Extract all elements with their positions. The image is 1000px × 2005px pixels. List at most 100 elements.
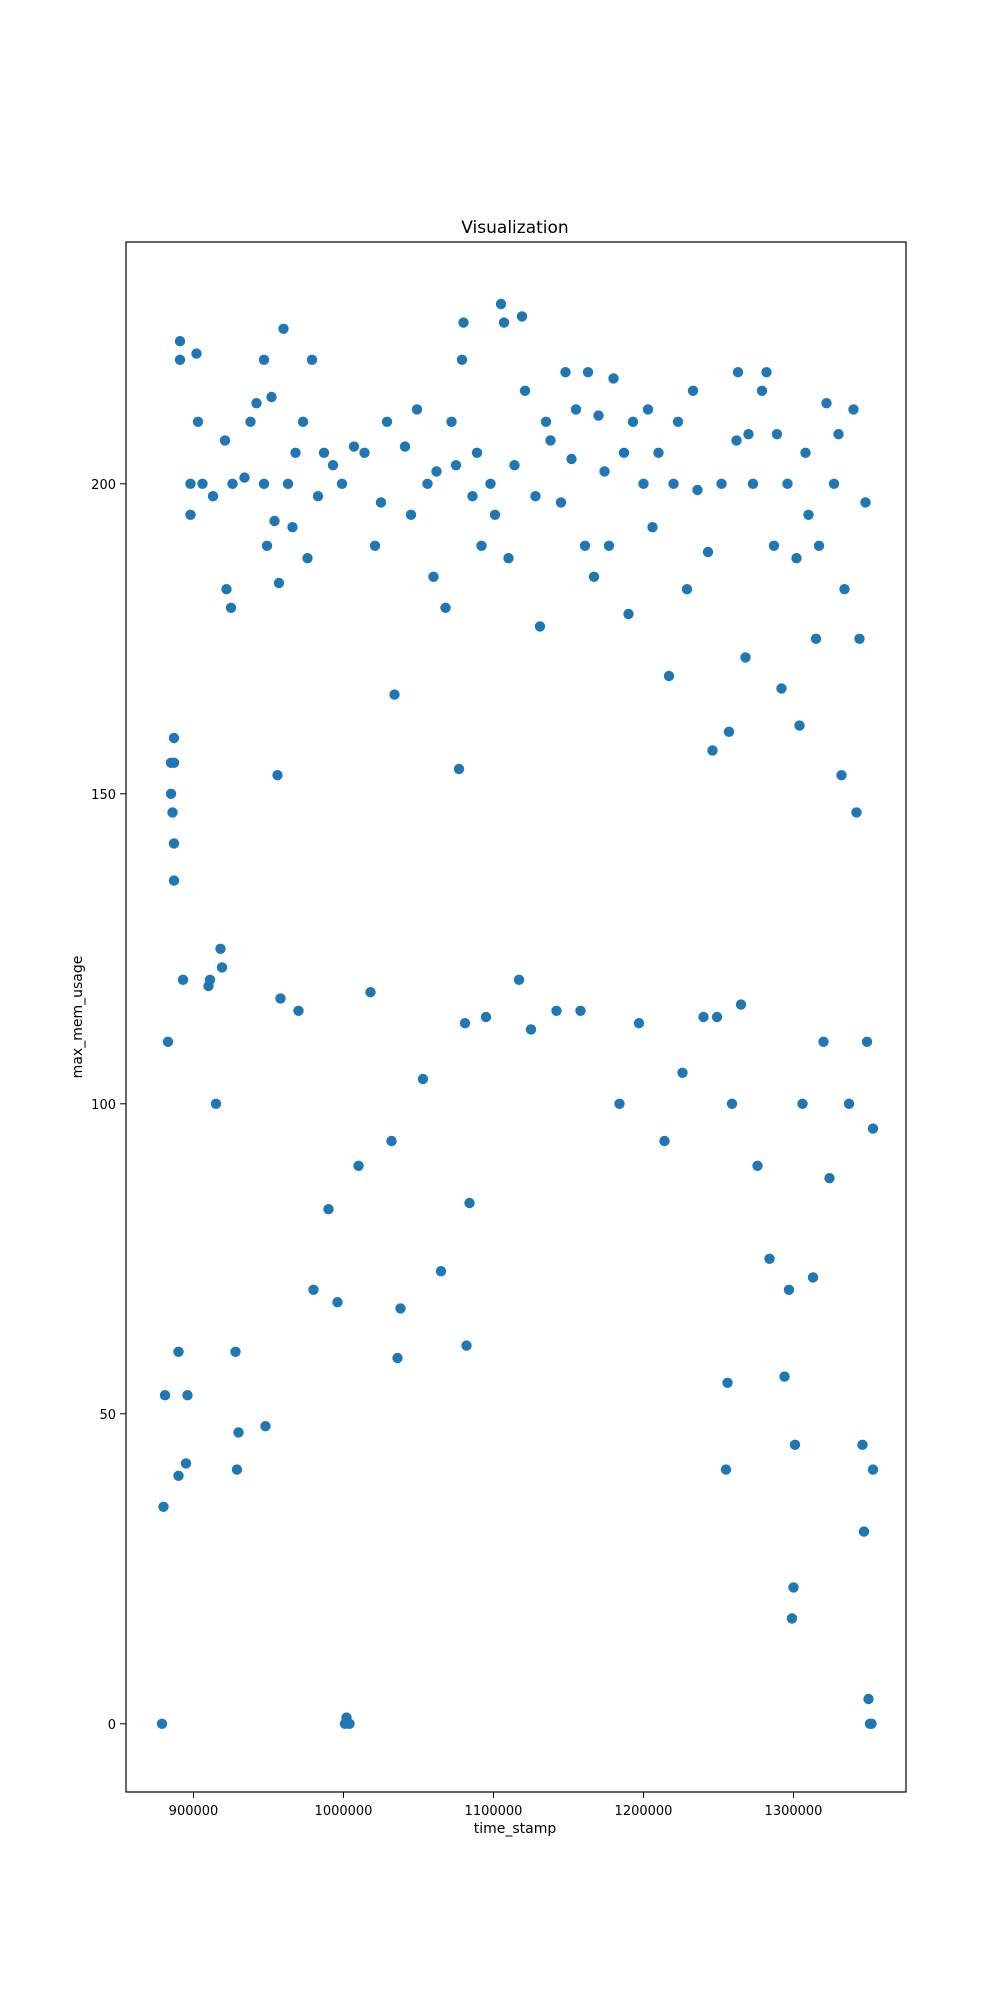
scatter-point — [168, 757, 180, 768]
scatter-point — [251, 398, 262, 409]
scatter-point — [258, 478, 270, 489]
y-tick-label: 50 — [99, 1408, 116, 1423]
scatter-point — [485, 478, 496, 489]
scatter-point — [440, 602, 451, 613]
scatter-point — [498, 317, 510, 328]
scatter-point — [174, 354, 186, 365]
scatter-point — [642, 404, 654, 415]
scatter-point — [672, 416, 684, 427]
x-tick-label: 1200000 — [615, 1804, 673, 1819]
scatter-point — [471, 447, 483, 458]
scatter-point — [623, 608, 634, 620]
y-axis-ticks: 0 50 100 150 200 — [91, 478, 126, 1733]
scatter-point — [731, 435, 742, 446]
scatter-point — [735, 999, 747, 1010]
scatter-point — [555, 497, 567, 508]
scatter-point — [560, 367, 571, 378]
scatter-point — [306, 354, 318, 365]
scatter-point — [221, 584, 232, 595]
scatter-point — [716, 478, 727, 489]
x-axis-ticks: 900000 1000000 1100000 1200000 1300000 — [169, 1792, 822, 1819]
scatter-point — [747, 478, 759, 489]
scatter-point — [459, 1018, 471, 1029]
y-axis-label: max_mem_usage — [70, 956, 86, 1079]
scatter-point — [207, 491, 219, 502]
scatter-point — [782, 478, 793, 489]
scatter-point — [392, 1352, 403, 1364]
scatter-point — [516, 311, 528, 322]
scatter-point — [593, 410, 604, 421]
scatter-point — [177, 974, 189, 985]
scatter-point — [369, 540, 381, 551]
scatter-point — [453, 763, 465, 775]
scatter-point — [530, 491, 541, 502]
x-tick-label: 1100000 — [465, 1804, 523, 1819]
scatter-point — [821, 398, 832, 409]
scatter-point — [797, 1098, 808, 1110]
scatter-point — [173, 1346, 184, 1358]
scatter-point — [245, 416, 256, 427]
scatter-point — [489, 509, 501, 520]
scatter-point — [269, 515, 280, 527]
scatter-point — [570, 404, 582, 415]
scatter-point — [707, 745, 718, 756]
scatter-point — [476, 540, 487, 551]
scatter-point — [788, 1582, 799, 1593]
scatter-point — [260, 1421, 271, 1432]
x-tick-label: 1000000 — [315, 1804, 373, 1819]
scatter-point — [159, 1390, 171, 1401]
scatter-point — [422, 478, 433, 489]
scatter-point — [860, 497, 871, 508]
scatter-point — [417, 1073, 429, 1085]
scatter-point — [386, 1135, 397, 1147]
y-tick-label: 100 — [91, 1098, 116, 1113]
scatter-point — [348, 441, 360, 452]
scatter-point — [375, 497, 387, 508]
scatter-point — [216, 962, 228, 973]
scatter-point — [435, 1266, 447, 1277]
scatter-point — [743, 429, 754, 440]
scatter-point — [740, 652, 751, 663]
scatter-point — [839, 584, 850, 595]
scatter-point — [810, 633, 822, 644]
scatter-point — [273, 577, 285, 589]
scatter-point — [776, 683, 787, 694]
scatter-point — [854, 633, 865, 644]
scatter-point — [293, 1005, 304, 1016]
scatter-point — [723, 726, 735, 737]
scatter-point — [233, 1427, 244, 1438]
scatter-point — [336, 478, 348, 489]
scatter-point — [866, 1718, 877, 1730]
scatter-point — [323, 1204, 334, 1215]
scatter-point — [168, 732, 180, 744]
scatter-point — [828, 478, 840, 489]
scatter-point — [513, 974, 525, 985]
scatter-point — [395, 1303, 406, 1314]
scatter-point — [756, 385, 768, 396]
scatter-point — [540, 416, 552, 427]
scatter-point — [614, 1098, 625, 1110]
scatter-point — [633, 1018, 645, 1029]
scatter-point — [167, 807, 178, 818]
scatter-point — [783, 1284, 795, 1296]
scatter-point — [308, 1284, 319, 1296]
scatter-point — [803, 509, 814, 520]
scatter-point — [771, 429, 783, 440]
scatter-point — [764, 1253, 775, 1265]
scatter-point — [824, 1173, 835, 1184]
scatter-point — [698, 1011, 709, 1023]
scatter-point — [389, 689, 400, 700]
scatter-point — [456, 354, 468, 365]
scatter-point — [687, 385, 699, 396]
scatter-point — [197, 478, 208, 489]
scatter-point — [534, 621, 546, 632]
chart-title: Visualization — [461, 218, 568, 238]
scatter-point — [180, 1458, 192, 1469]
scatter-point — [168, 838, 180, 849]
scatter-point — [813, 540, 825, 551]
scatter-point — [848, 404, 859, 415]
y-tick-label: 0 — [108, 1718, 116, 1733]
x-tick-label: 900000 — [169, 1804, 219, 1819]
